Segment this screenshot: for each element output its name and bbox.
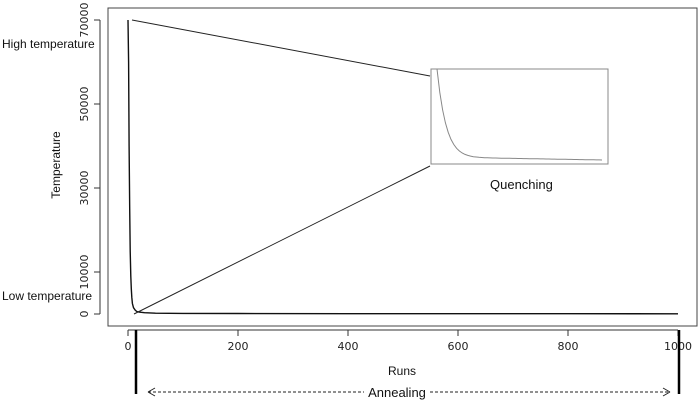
x-tick-label: 200 (228, 340, 249, 353)
annealing-arrowhead-left (147, 387, 156, 397)
annealing-arrowhead-right (662, 387, 671, 397)
quenching-label: Quenching (490, 177, 553, 192)
temperature-series-line (127, 19, 679, 315)
x-tick-label: 800 (558, 340, 579, 353)
y-axis-title: Temperature (49, 131, 63, 199)
y-tick-label: 50000 (78, 87, 91, 122)
y-axis: 0 10000 30000 50000 70000 (78, 3, 101, 318)
x-tick-label: 400 (338, 340, 359, 353)
annealing-label: Annealing (368, 385, 426, 400)
zoom-line-bottom (133, 165, 431, 315)
plot-frame (107, 7, 698, 327)
low-temperature-label: Low temperature (2, 289, 92, 303)
series-group (127, 19, 679, 315)
inset-curve (436, 68, 603, 161)
quenching-inset (430, 68, 609, 165)
x-tick-label: 600 (448, 340, 469, 353)
y-tick-label: 30000 (78, 171, 91, 206)
y-tick-label: 10000 (78, 255, 91, 290)
x-axis-title: Runs (388, 364, 416, 378)
x-tick-label: 0 (125, 340, 132, 353)
high-temperature-label: High temperature (2, 37, 95, 51)
zoom-line-top (131, 19, 431, 77)
y-tick-label: 70000 (78, 3, 91, 38)
y-tick-label: 0 (78, 311, 91, 318)
x-axis: 02004006008001000 (125, 329, 692, 353)
